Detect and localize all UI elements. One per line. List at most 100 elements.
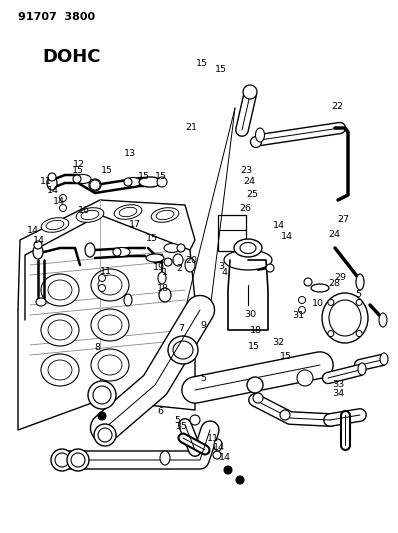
Ellipse shape xyxy=(41,314,79,346)
Ellipse shape xyxy=(47,176,57,190)
Text: 25: 25 xyxy=(246,190,258,198)
Ellipse shape xyxy=(51,449,73,471)
Circle shape xyxy=(266,264,274,272)
Ellipse shape xyxy=(89,179,101,191)
Text: 11: 11 xyxy=(40,177,52,185)
Text: 14: 14 xyxy=(273,222,285,230)
Ellipse shape xyxy=(98,315,122,335)
Circle shape xyxy=(250,136,261,148)
Circle shape xyxy=(177,244,185,252)
Text: 13: 13 xyxy=(124,149,136,158)
Ellipse shape xyxy=(358,363,366,375)
Text: 18: 18 xyxy=(250,326,262,335)
Ellipse shape xyxy=(114,205,142,219)
Circle shape xyxy=(90,180,100,190)
Ellipse shape xyxy=(93,386,111,404)
Text: 23: 23 xyxy=(240,166,252,175)
Text: 11: 11 xyxy=(100,268,111,276)
Ellipse shape xyxy=(356,274,364,290)
Ellipse shape xyxy=(48,320,72,340)
Ellipse shape xyxy=(159,288,171,302)
Ellipse shape xyxy=(247,377,263,393)
Text: 5: 5 xyxy=(200,374,206,383)
Text: 14: 14 xyxy=(281,232,293,241)
Ellipse shape xyxy=(124,294,132,306)
Text: 5: 5 xyxy=(355,290,361,298)
Ellipse shape xyxy=(41,274,79,306)
Circle shape xyxy=(236,476,244,484)
Ellipse shape xyxy=(214,439,222,451)
Text: 33: 33 xyxy=(332,381,344,389)
Circle shape xyxy=(213,451,221,459)
Ellipse shape xyxy=(119,207,137,217)
Ellipse shape xyxy=(173,341,193,359)
Text: 20: 20 xyxy=(185,256,197,264)
Circle shape xyxy=(298,306,306,313)
Text: 15: 15 xyxy=(155,173,167,181)
Text: 12: 12 xyxy=(73,160,85,168)
Text: DOHC: DOHC xyxy=(42,48,101,66)
Ellipse shape xyxy=(329,300,361,336)
Text: 27: 27 xyxy=(337,215,349,224)
Text: 3: 3 xyxy=(218,262,224,271)
Text: 9: 9 xyxy=(200,321,206,329)
Text: 17: 17 xyxy=(129,221,140,229)
Ellipse shape xyxy=(311,284,329,292)
Text: 91707  3800: 91707 3800 xyxy=(18,12,95,22)
Ellipse shape xyxy=(139,177,161,187)
Circle shape xyxy=(124,178,132,186)
Text: 1: 1 xyxy=(162,269,168,277)
Ellipse shape xyxy=(168,336,198,364)
Ellipse shape xyxy=(71,453,85,467)
Ellipse shape xyxy=(240,243,256,254)
Ellipse shape xyxy=(249,378,261,392)
Text: 24: 24 xyxy=(328,230,340,239)
Text: 14: 14 xyxy=(213,443,225,452)
Ellipse shape xyxy=(160,451,170,465)
Text: 28: 28 xyxy=(328,279,340,288)
Ellipse shape xyxy=(36,298,46,306)
Ellipse shape xyxy=(322,293,368,343)
Text: 8: 8 xyxy=(94,343,101,352)
Text: 31: 31 xyxy=(293,311,304,320)
Ellipse shape xyxy=(48,280,72,300)
Ellipse shape xyxy=(33,245,43,259)
Circle shape xyxy=(298,296,306,303)
Circle shape xyxy=(164,258,172,266)
Text: 15: 15 xyxy=(101,166,113,175)
Ellipse shape xyxy=(380,353,388,365)
Ellipse shape xyxy=(46,220,64,230)
Circle shape xyxy=(253,393,263,403)
Ellipse shape xyxy=(75,174,91,183)
Ellipse shape xyxy=(41,354,79,386)
Text: 2: 2 xyxy=(176,264,182,273)
Circle shape xyxy=(59,205,66,212)
Ellipse shape xyxy=(91,309,129,341)
Text: 22: 22 xyxy=(332,102,343,111)
Text: 11: 11 xyxy=(207,434,219,442)
Text: 15: 15 xyxy=(215,65,227,74)
Bar xyxy=(218,215,246,251)
Text: 15: 15 xyxy=(280,352,292,360)
Ellipse shape xyxy=(379,313,387,327)
Ellipse shape xyxy=(98,275,122,295)
Ellipse shape xyxy=(48,360,72,380)
Circle shape xyxy=(73,175,81,183)
Circle shape xyxy=(190,415,200,425)
Text: 14: 14 xyxy=(53,197,65,206)
Circle shape xyxy=(98,412,106,420)
Circle shape xyxy=(280,410,290,420)
Ellipse shape xyxy=(55,453,69,467)
Ellipse shape xyxy=(76,208,104,222)
Text: 34: 34 xyxy=(332,389,344,398)
Text: 26: 26 xyxy=(239,205,251,213)
Ellipse shape xyxy=(98,428,112,442)
Circle shape xyxy=(113,248,121,256)
Ellipse shape xyxy=(146,254,164,262)
Text: 15: 15 xyxy=(138,173,150,181)
Circle shape xyxy=(243,85,257,99)
Ellipse shape xyxy=(224,250,272,270)
Ellipse shape xyxy=(81,211,99,220)
Ellipse shape xyxy=(85,243,95,257)
Ellipse shape xyxy=(98,355,122,375)
